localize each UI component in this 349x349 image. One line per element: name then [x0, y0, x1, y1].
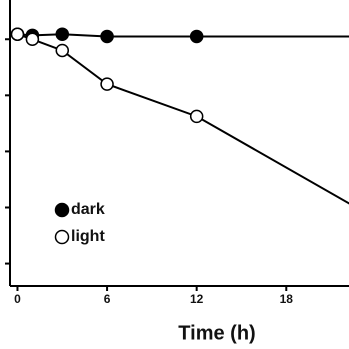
marker: [189, 109, 204, 124]
x-axis-label: Time (h): [178, 322, 255, 344]
legend-label: dark: [71, 201, 105, 218]
marker: [100, 77, 114, 91]
plot-area: [10, 27, 349, 205]
legend-marker: [54, 202, 70, 218]
legend-label: light: [71, 228, 105, 245]
marker: [189, 29, 204, 44]
x-tick-label: 12: [190, 292, 204, 306]
x-tick-label: 6: [104, 292, 111, 306]
marker: [55, 43, 70, 58]
x-tick-label: 18: [280, 292, 294, 306]
marker: [25, 32, 40, 47]
series-line: [17, 33, 349, 205]
legend-marker: [54, 229, 70, 245]
x-tick-label: 0: [14, 292, 21, 306]
marker: [10, 27, 25, 41]
marker: [55, 27, 70, 41]
marker: [100, 29, 114, 44]
